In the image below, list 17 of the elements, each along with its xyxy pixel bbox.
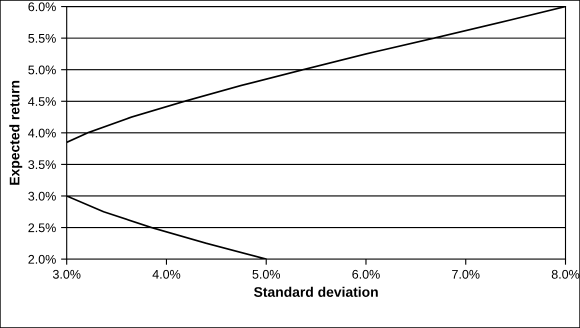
x-axis-title: Standard deviation: [254, 286, 378, 297]
y-tick-label: 3.0%: [28, 192, 56, 201]
y-tick-label: 3.5%: [28, 160, 56, 170]
x-tick-label: 6.0%: [352, 270, 380, 279]
y-tick-label: 5.0%: [28, 66, 56, 74]
y-tick-label: 2.5%: [28, 223, 56, 232]
y-tick-label: 2.0%: [28, 254, 56, 264]
y-axis-title: Expected return: [9, 80, 22, 185]
y-tick-label: 4.0%: [28, 128, 56, 138]
x-tick-label: 7.0%: [452, 270, 480, 279]
x-tick-label: 3.0%: [52, 270, 80, 279]
y-tick-label: 4.5%: [28, 97, 56, 106]
y-tick-label: 6.0%: [28, 2, 56, 12]
y-tick-label: 5.5%: [28, 34, 56, 43]
x-tick-label: 5.0%: [252, 270, 280, 279]
x-tick-label: 4.0%: [152, 270, 180, 279]
x-tick-label: 8.0%: [552, 270, 580, 279]
